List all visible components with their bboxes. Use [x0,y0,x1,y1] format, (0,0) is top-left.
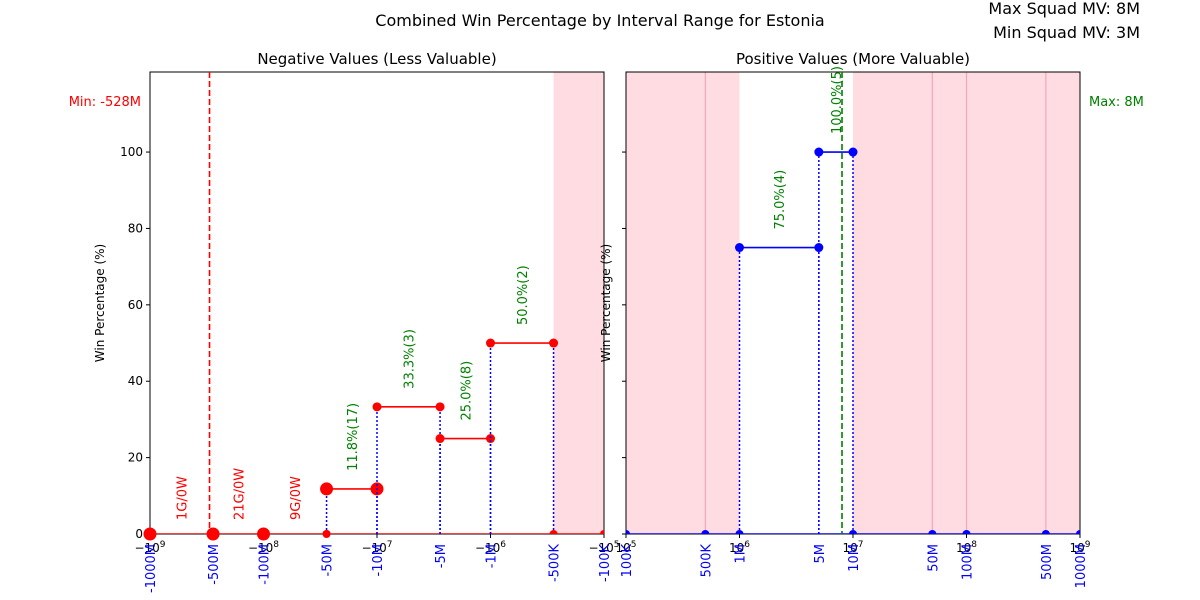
interval-tick-label: 50M [926,544,941,572]
segment-point [549,338,559,348]
zero-point [928,530,937,534]
segment-point [435,402,445,412]
max-squad-label: Max Squad MV: 8M [988,0,1140,18]
negative-panel: 0 20 40 60 80 100 Negative Values (Less Valuab… [93,50,620,593]
interval-tick-label: -500K [548,544,563,583]
zero-point [626,530,630,534]
shaded-range [553,72,604,534]
segment-annotation: 21G/0W [232,468,247,520]
max-line-label: Max: 8M [1089,95,1144,110]
segment-point [848,147,858,157]
panel-title: Positive Values (More Valuable) [736,50,970,68]
segment-annotation: 100.0%(5) [830,66,845,134]
segment-annotation: 25.0%(8) [459,361,474,421]
y-tick-label: 40 [128,374,143,388]
interval-tick-label: -1M [485,544,500,568]
x-tick-label: −107 [361,540,392,555]
segment-point [372,402,382,412]
y-axis-label: Win Percentage (%) [599,244,613,362]
segment-point [814,243,824,253]
segment-annotation: 11.8%(17) [346,403,361,471]
min-squad-label: Min Squad MV: 3M [993,23,1140,42]
zero-point [735,530,744,534]
zero-point [209,530,218,534]
segment-annotation: 50.0%(2) [516,265,531,325]
x-tick-label: −106 [475,540,506,555]
interval-tick-label: 1000M [1074,544,1089,588]
zero-point [701,530,710,534]
shaded-range [626,72,740,534]
segment-point [320,482,334,496]
x-tick-label: 109 [1069,540,1090,555]
panel-title: Negative Values (Less Valuable) [257,50,496,68]
y-axis-label: Win Percentage (%) [93,244,107,362]
interval-tick-label: 500K [699,544,714,578]
interval-tick-label: 100M [961,544,976,580]
figure-title: Combined Win Percentage by Interval Rang… [375,11,824,30]
zero-point [322,530,331,534]
zero-point [259,530,268,534]
interval-tick-label: -10M [371,544,386,576]
segment-point [486,434,495,444]
segment-annotation: 1G/0W [176,476,191,520]
positive-panel: Positive Values (More Valuable) Win Perce… [599,50,1091,588]
y-tick-label: 60 [128,298,143,312]
min-line-label: Min: -528M [69,95,141,110]
interval-tick-label: 500M [1040,544,1055,580]
segment-point [486,338,495,348]
segment-annotation: 33.3%(3) [403,329,418,389]
zero-point [1076,530,1080,534]
interval-tick-label: -100K [598,544,613,583]
zero-point [600,530,604,534]
zero-point [962,530,971,534]
zero-point [849,530,857,534]
interval-tick-label: 10M [847,544,862,572]
y-tick-label: 100 [120,145,143,159]
zero-point [549,530,558,534]
segment-point [735,243,744,253]
x-tick-label: 106 [729,540,750,555]
zero-point [150,530,154,534]
interval-tick-label: -100M [258,544,273,585]
x-tick-label: 107 [842,540,863,555]
y-tick-label: 0 [135,527,143,541]
interval-tick-label: -5M [434,544,449,568]
x-tick-label: 108 [956,540,977,555]
x-tick-label: −109 [134,540,165,555]
y-tick-label: 20 [128,451,143,465]
segment-annotation: 9G/0W [289,476,304,520]
interval-tick-label: -500M [207,544,222,585]
segment-annotation: 75.0%(4) [773,170,788,230]
y-tick-label: 80 [128,221,143,235]
interval-tick-label: 5M [813,544,828,564]
interval-tick-label: -1000M [144,544,159,593]
segment-point [435,434,445,444]
segment-point [814,147,824,157]
interval-tick-label: 1M [734,544,749,564]
x-tick-label: −108 [248,540,279,555]
interval-tick-label: -50M [321,544,336,576]
x-tick-label: 105 [615,540,636,555]
x-tick-label: −105 [588,540,619,555]
interval-tick-label: 100K [620,544,635,578]
zero-point [1041,530,1050,534]
